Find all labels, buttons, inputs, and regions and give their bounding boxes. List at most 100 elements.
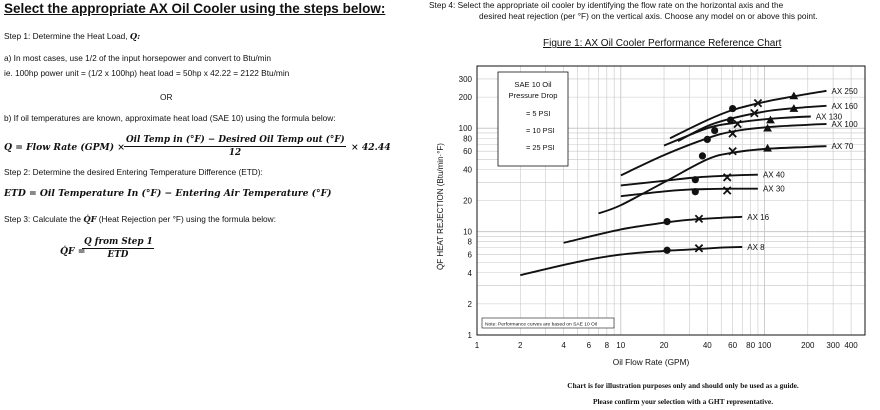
marker-circle-5psi	[663, 246, 671, 254]
step4-line1: Step 4: Select the appropriate oil coole…	[429, 0, 784, 10]
step2-text: Step 2: Determine the desired Entering T…	[4, 167, 263, 177]
or-separator: OR	[160, 92, 173, 102]
formula-heat-load-tail: × 42.44	[351, 142, 391, 153]
x-axis-label: Oil Flow Rate (GPM)	[613, 357, 690, 367]
y-tick-label: 2	[468, 300, 473, 309]
step1-option-b: b) If oil temperatures are known, approx…	[4, 113, 336, 123]
x-tick-label: 100	[758, 341, 772, 350]
series-line-ax250	[669, 89, 827, 140]
marker-x-10psi	[733, 119, 742, 129]
series-label-ax40: AX 40	[763, 171, 785, 180]
series-line-ax130	[663, 115, 811, 147]
step1-example: ie. 100hp power unit = (1/2 x 100hp) hea…	[4, 68, 290, 78]
series-line-ax30	[620, 187, 758, 198]
x-tick-label: 6	[587, 341, 592, 350]
formula-heat-load-numerator: Oil Temp in (°F) − Desired Oil Temp out …	[124, 135, 346, 147]
legend-entry-label: = 25 PSI	[526, 143, 555, 152]
marker-x-10psi	[694, 214, 704, 224]
step3-row: Step 3: Calculate the Q̇F (Heat Rejectio…	[4, 214, 276, 224]
step1-row: Step 1: Determine the Heat Load, Q:	[4, 31, 140, 41]
marker-triangle-25psi	[763, 143, 772, 152]
marker-x-10psi	[728, 129, 737, 138]
series-label-ax250: AX 250	[832, 87, 859, 96]
marker-triangle-25psi	[789, 104, 799, 112]
y-axis-label: Q̇F HEAT REJECTION (Btu/min·°F)	[436, 143, 445, 270]
legend-title-line1: SAE 10 Oil	[514, 80, 551, 89]
marker-circle-5psi	[698, 152, 707, 160]
series-label-ax130: AX 130	[816, 112, 843, 121]
marker-circle-5psi	[703, 135, 711, 143]
step4-line2: desired heat rejection (per °F) on the v…	[479, 10, 818, 21]
step4-text: Step 4: Select the appropriate oil coole…	[429, 0, 818, 22]
x-tick-label: 400	[844, 341, 858, 350]
legend-title-line2: Pressure Drop	[509, 91, 558, 100]
marker-circle-5psi	[691, 176, 699, 184]
x-tick-label: 1	[475, 341, 480, 350]
legend: SAE 10 Oil Pressure Drop = 5 PSI = 10 PSI = …	[497, 71, 569, 167]
x-tick-label: 60	[728, 341, 737, 350]
instructions-panel: Select the appropriate AX Oil Cooler usi…	[0, 0, 420, 410]
x-tick-label: 200	[801, 341, 815, 350]
series-label-ax160: AX 160	[832, 102, 859, 111]
marker-x-10psi	[750, 108, 759, 118]
marker-triangle-25psi	[789, 91, 799, 100]
step1-title: Step 1: Determine the Heat Load,	[4, 31, 128, 41]
marker-x-10psi	[722, 186, 732, 195]
step1-symbol: Q:	[129, 31, 141, 41]
series-line-ax160	[677, 104, 827, 143]
formula-heat-load-lhs: Q = Flow Rate (GPM) ×	[4, 142, 125, 153]
step3-text-post: (Heat Rejection per °F) using the formul…	[98, 214, 276, 224]
footer-line1: Chart is for illustration purposes only …	[567, 381, 799, 390]
note-box	[481, 317, 615, 329]
formula-qf-lhs: Q̇F =	[60, 246, 86, 257]
y-tick-label: 8	[468, 238, 473, 247]
x-tick-label: 20	[660, 341, 669, 350]
formula-qf-fraction: Q from Step 1 ETD	[82, 237, 154, 260]
y-tick-label: 4	[468, 269, 473, 278]
legend-box	[497, 71, 569, 167]
y-tick-label: 60	[463, 147, 472, 156]
marker-x-10psi	[722, 173, 732, 182]
legend-entry-label: = 5 PSI	[526, 109, 550, 118]
series-line-ax8	[520, 246, 743, 277]
x-tick-label: 10	[616, 341, 625, 350]
footer-line2: Please confirm your selection with a GHT…	[592, 397, 774, 406]
marker-circle-5psi	[726, 116, 735, 124]
step1-option-a: a) In most cases, use 1/2 of the input h…	[4, 53, 272, 63]
plot-frame	[476, 65, 866, 336]
marker-triangle-25psi	[766, 115, 775, 124]
marker-x-10psi	[753, 98, 763, 108]
series-label-ax16: AX 16	[747, 213, 769, 222]
x-tick-label: 8	[605, 341, 610, 350]
chart-note: Note: Performance curves are based on SA…	[481, 317, 615, 329]
marker-x-10psi	[728, 146, 737, 156]
x-tick-label: 4	[561, 341, 566, 350]
x-tick-label: 40	[703, 341, 712, 350]
y-tick-label: 6	[468, 251, 473, 260]
chart-title: Figure 1: AX Oil Cooler Performance Refe…	[543, 38, 782, 49]
series-label-ax8: AX 8	[747, 243, 765, 252]
formula-heat-load-fraction: Oil Temp in (°F) − Desired Oil Temp out …	[124, 135, 346, 158]
marker-triangle-25psi	[763, 123, 772, 132]
marker-circle-5psi	[729, 104, 737, 113]
note-text: Note: Performance curves are based on SA…	[485, 322, 597, 328]
formula-qf-numerator: Q from Step 1	[82, 237, 154, 249]
series-line-ax16	[563, 215, 743, 244]
series-line-ax40	[620, 173, 758, 187]
x-tick-label: 300	[826, 341, 840, 350]
formula-etd: ETD = Oil Temperature In (°F) − Entering…	[4, 188, 332, 199]
step3-symbol: Q̇F	[83, 214, 97, 224]
formula-qf-denominator: ETD	[107, 250, 129, 260]
marker-circle-5psi	[663, 218, 671, 226]
x-tick-label: 2	[518, 341, 523, 350]
step3-text-pre: Step 3: Calculate the	[4, 214, 82, 224]
y-tick-label: 80	[463, 134, 472, 143]
y-tick-label: 1	[468, 331, 473, 340]
y-tick-label: 100	[459, 124, 473, 133]
legend-entry-label: = 10 PSI	[526, 126, 555, 135]
page-heading: Select the appropriate AX Oil Cooler usi…	[4, 1, 386, 16]
y-tick-label: 10	[463, 228, 472, 237]
series-line-ax70	[598, 145, 827, 215]
